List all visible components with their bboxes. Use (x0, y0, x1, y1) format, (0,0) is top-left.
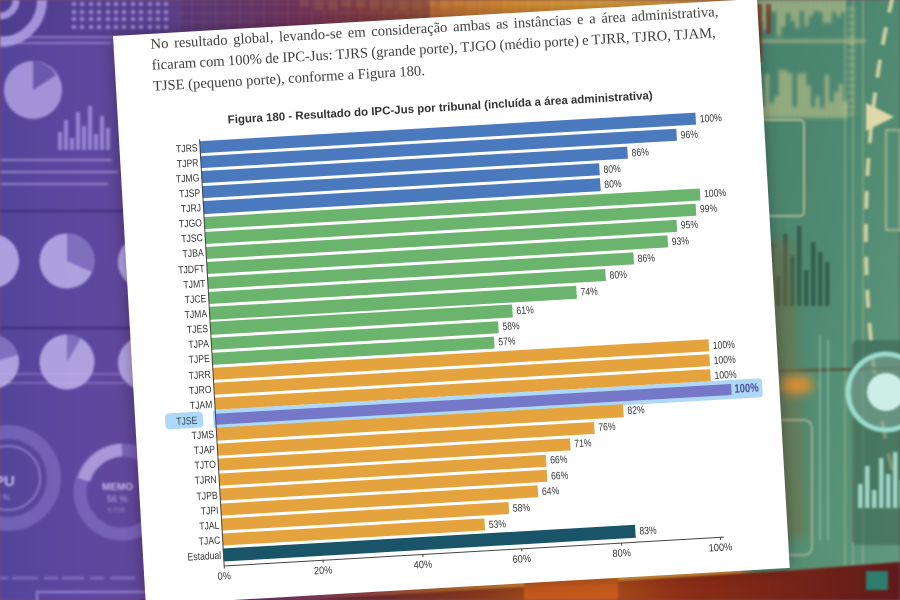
svg-text:56 %: 56 % (107, 494, 128, 504)
svg-text:PU: PU (0, 473, 15, 490)
svg-text:6.7/16: 6.7/16 (108, 508, 125, 514)
svg-text:MEMO: MEMO (102, 482, 133, 493)
svg-text:2 %: 2 % (0, 493, 10, 502)
